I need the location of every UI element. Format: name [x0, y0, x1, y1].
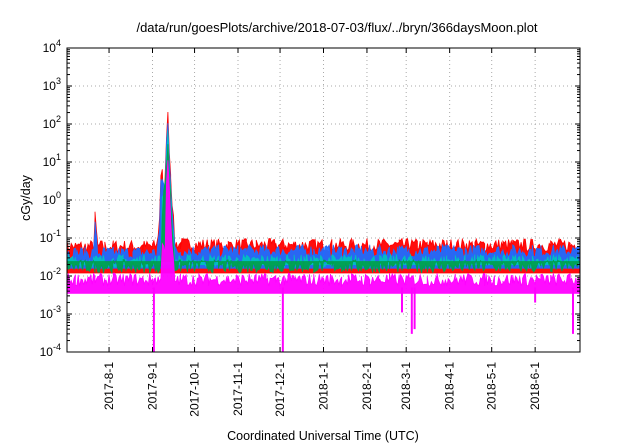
x-tick-label: 2017-12-1 [273, 362, 287, 417]
plot-area [66, 111, 581, 352]
grid-lines [67, 47, 580, 353]
x-tick-labels: 2017-8-1 2017-9-1 2017-10-1 2017-11-1 2017-1… [102, 362, 542, 417]
x-tick-label: 2017-9-1 [146, 362, 160, 410]
x-tick-label: 2018-6-1 [528, 362, 542, 410]
x-tick-label: 2017-8-1 [102, 362, 116, 410]
y-tick-label: 100 [43, 190, 61, 207]
x-tick-label: 2018-1-1 [317, 362, 331, 410]
y-tick-labels: 10-4 10-3 10-2 10-1 100 101 102 103 104 [40, 38, 61, 359]
x-tick-label: 2017-11-1 [231, 362, 245, 416]
y-tick-label: 104 [43, 38, 61, 55]
y-tick-label: 101 [43, 152, 61, 169]
axes [66, 47, 581, 353]
x-tick-label: 2018-5-1 [485, 362, 499, 410]
x-axis-label: Coordinated Universal Time (UTC) [227, 429, 419, 443]
y-tick-label: 10-4 [40, 342, 61, 359]
y-axis-label: cGy/day [19, 174, 33, 221]
y-tick-label: 102 [43, 114, 61, 131]
chart-title: /data/run/goesPlots/archive/2018-07-03/f… [136, 20, 537, 35]
series-line [66, 160, 581, 294]
x-tick-label: 2018-3-1 [399, 362, 413, 410]
y-tick-label: 10-2 [40, 266, 61, 283]
x-tick-label: 2018-2-1 [360, 362, 374, 410]
plot-frame [66, 47, 581, 353]
y-tick-label: 103 [43, 76, 61, 93]
x-tick-label: 2017-10-1 [188, 362, 202, 417]
y-tick-label: 10-3 [40, 304, 61, 321]
y-tick-label: 10-1 [40, 228, 61, 245]
x-tick-label: 2018-4-1 [443, 362, 457, 410]
